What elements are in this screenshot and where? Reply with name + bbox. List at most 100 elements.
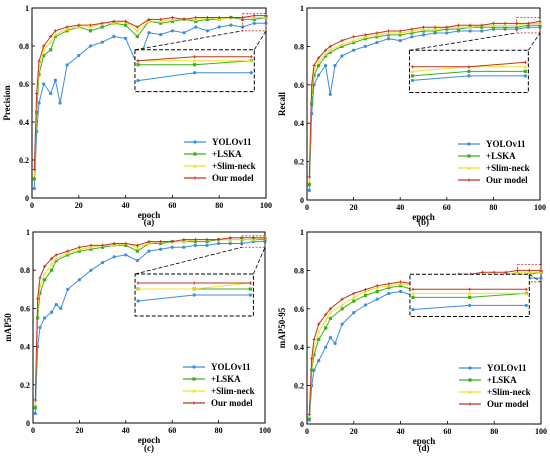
inset-data-point (193, 63, 197, 67)
data-point (375, 284, 379, 288)
data-point (399, 284, 403, 288)
y-tick-label: 0.2 (19, 156, 29, 165)
legend-label: +LSKA (486, 151, 516, 161)
y-tick-label: 0.6 (20, 304, 30, 313)
legend-marker (192, 389, 196, 393)
inset-data-point (467, 65, 471, 69)
data-point (88, 25, 93, 29)
data-point (147, 19, 151, 23)
data-point (49, 91, 53, 96)
data-point (386, 29, 391, 33)
legend-label: YOLOv11 (212, 137, 252, 147)
data-point (491, 25, 495, 29)
inset-data-point (248, 281, 252, 285)
data-point (49, 262, 54, 267)
data-point (324, 52, 328, 56)
data-point (147, 241, 151, 246)
data-point (89, 243, 93, 247)
data-point (124, 19, 128, 23)
data-point (217, 241, 221, 246)
panel-caption: (a) (144, 217, 155, 227)
data-point (159, 17, 163, 21)
inset-box (409, 273, 530, 317)
data-point (333, 341, 337, 345)
data-point (251, 236, 255, 240)
y-tick-label: 1 (300, 228, 304, 237)
data-point (53, 78, 58, 82)
data-point (124, 243, 128, 247)
legend-label: Our model (211, 398, 253, 408)
legend-marker (467, 166, 471, 170)
data-point (398, 30, 402, 35)
inset-data-point (523, 60, 527, 64)
data-point (324, 54, 328, 58)
data-point (421, 33, 426, 37)
x-tick-label: 80 (215, 426, 223, 435)
data-point (538, 23, 542, 27)
data-point (363, 33, 367, 37)
data-point (77, 249, 81, 253)
y-tick-label: 0 (300, 420, 304, 429)
y-tick-label: 0.8 (19, 42, 29, 51)
data-point (135, 34, 139, 39)
inset-data-point (249, 58, 253, 63)
data-point (100, 40, 104, 44)
data-point (539, 270, 543, 274)
data-point (375, 297, 379, 301)
legend-marker (468, 390, 472, 394)
x-tick-label: 20 (75, 201, 83, 210)
data-point (135, 28, 139, 33)
data-point (32, 167, 36, 172)
data-point (54, 302, 58, 307)
inset-data-point (248, 287, 252, 291)
data-point (399, 289, 403, 294)
y-tick-label: 0.4 (294, 119, 304, 128)
zoom-region (516, 17, 541, 34)
data-point (340, 39, 344, 43)
data-point (468, 23, 472, 27)
data-point (387, 286, 391, 290)
data-point (328, 316, 332, 320)
data-point (217, 17, 221, 21)
x-tick-label: 80 (215, 201, 223, 210)
zoom-region (241, 235, 266, 248)
inset-data-point (136, 63, 140, 67)
x-axis-title: epoch (138, 435, 161, 445)
data-point (182, 245, 186, 249)
legend-marker (467, 142, 471, 146)
data-point (65, 26, 69, 31)
data-point (375, 31, 379, 35)
y-tick-label: 0.4 (19, 118, 29, 127)
data-point (492, 270, 496, 274)
legend-label: +Slim-neck (486, 163, 530, 173)
inset-data-point (524, 291, 528, 295)
data-point (49, 268, 54, 272)
inset-connector (529, 273, 542, 283)
inset-data-point (411, 307, 415, 312)
inset-data-point (468, 287, 472, 291)
zoom-region (242, 13, 267, 32)
data-point (89, 247, 93, 251)
legend-label: +Slim-neck (211, 386, 255, 396)
x-tick-label: 100 (259, 426, 271, 435)
data-point (468, 25, 472, 29)
data-point (468, 29, 472, 33)
data-point (49, 34, 53, 39)
inset-connector (134, 246, 242, 275)
data-point (135, 259, 139, 263)
data-point (324, 312, 328, 317)
data-point (112, 243, 116, 247)
inset-data-point (136, 281, 140, 285)
data-point (386, 37, 391, 41)
legend-label: Our model (212, 173, 254, 183)
data-point (42, 53, 46, 58)
data-point (65, 29, 69, 33)
x-tick-label: 0 (305, 427, 309, 436)
data-point (310, 83, 314, 87)
data-point (124, 23, 128, 27)
inset-connector (134, 30, 243, 51)
data-point (433, 25, 437, 29)
data-point (240, 241, 244, 246)
data-point (58, 101, 62, 105)
legend-label: +LSKA (487, 375, 517, 385)
